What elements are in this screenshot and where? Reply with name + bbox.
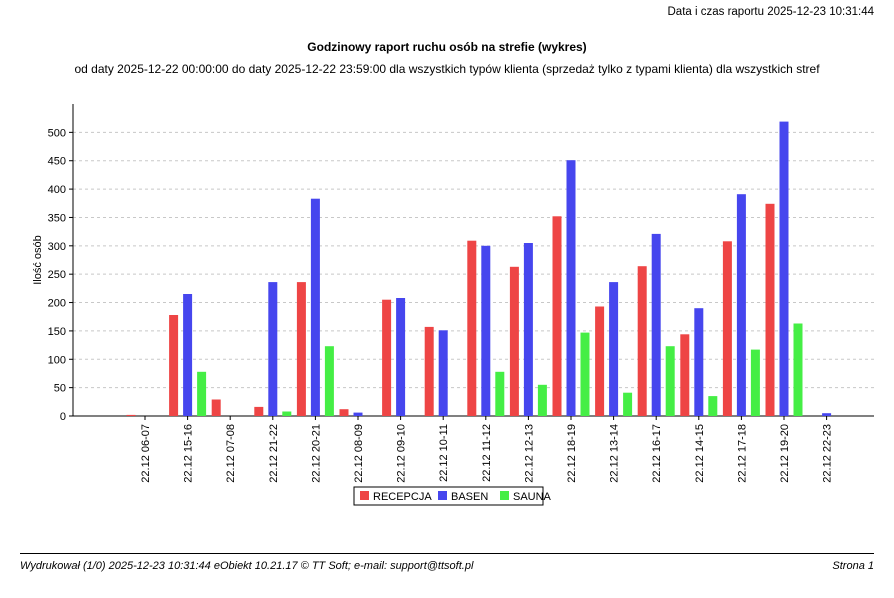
bar-sauna-14 <box>750 349 760 416</box>
bar-sauna-11 <box>623 392 633 416</box>
y-axis-label: Ilość osób <box>32 235 44 285</box>
bar-recepcja-9 <box>509 266 519 416</box>
x-tick-label: 22.12 07-08 <box>225 424 237 483</box>
bar-sauna-10 <box>580 332 590 416</box>
bar-basen-14 <box>736 194 746 416</box>
legend-swatch-recepcja <box>360 491 369 500</box>
x-tick-label: 22.12 13-14 <box>609 424 621 483</box>
bar-basen-10 <box>566 160 576 416</box>
y-tick-label: 0 <box>60 411 66 423</box>
report-subtitle: od daty 2025-12-22 00:00:00 do daty 2025… <box>74 62 820 76</box>
bar-recepcja-1 <box>169 315 179 416</box>
legend-swatch-basen <box>438 491 447 500</box>
x-tick-label: 22.12 19-20 <box>779 424 791 483</box>
y-tick-label: 350 <box>48 212 66 224</box>
bar-basen-6 <box>396 298 406 416</box>
footer-print-info: Wydrukował (1/0) 2025-12-23 10:31:44 eOb… <box>20 560 474 572</box>
bar-recepcja-4 <box>296 282 306 416</box>
bar-recepcja-10 <box>552 216 562 416</box>
report-title: Godzinowy raport ruchu osób na strefie (… <box>307 40 587 54</box>
bar-recepcja-5 <box>339 409 349 416</box>
bar-sauna-13 <box>708 396 718 416</box>
legend-label-sauna: SAUNA <box>513 491 552 503</box>
bar-basen-15 <box>779 121 789 416</box>
bar-basen-5 <box>353 412 363 416</box>
bar-sauna-12 <box>665 346 675 416</box>
bar-basen-9 <box>523 243 533 416</box>
legend-label-recepcja: RECEPCJA <box>373 491 432 503</box>
x-tick-label: 22.12 20-21 <box>310 424 322 483</box>
bar-chart: 0 50 100 150 200 250 300 350 400 450 500 Ilość osób… <box>32 104 874 506</box>
bar-recepcja-2 <box>211 399 221 416</box>
x-tick-label: 22.12 12-13 <box>523 424 535 483</box>
bar-recepcja-15 <box>765 203 775 416</box>
x-tick-label: 22.12 17-18 <box>736 424 748 483</box>
bar-recepcja-8 <box>467 240 477 416</box>
bar-basen-3 <box>268 282 278 416</box>
x-tick-label: 22.12 15-16 <box>183 424 195 483</box>
bar-recepcja-3 <box>254 406 264 416</box>
x-tick-label: 22.12 11-12 <box>481 424 493 482</box>
bar-recepcja-6 <box>382 299 392 416</box>
legend-swatch-sauna <box>500 491 509 500</box>
legend-label-basen: BASEN <box>451 491 488 503</box>
y-tick-label: 300 <box>48 241 66 253</box>
bar-recepcja-14 <box>722 241 732 416</box>
bar-basen-12 <box>651 233 661 416</box>
x-tick-label: 22.12 16-17 <box>651 424 663 483</box>
y-tick-label: 100 <box>48 354 66 366</box>
bar-recepcja-0 <box>126 414 136 416</box>
y-tick-label: 400 <box>48 184 66 196</box>
bar-recepcja-12 <box>637 266 647 416</box>
legend-box <box>353 486 544 506</box>
bar-sauna-3 <box>282 411 292 416</box>
bar-basen-4 <box>310 198 320 416</box>
y-tick-label: 200 <box>48 298 66 310</box>
bar-recepcja-13 <box>680 334 690 416</box>
bar-sauna-4 <box>324 346 334 416</box>
x-tick-label: 22.12 09-10 <box>396 424 408 483</box>
bar-basen-7 <box>438 330 448 416</box>
bar-basen-16 <box>822 413 832 416</box>
x-tick-label: 22.12 06-07 <box>140 424 152 483</box>
bar-basen-8 <box>481 245 491 416</box>
bar-sauna-15 <box>793 323 803 416</box>
x-tick-label: 22.12 10-11 <box>438 424 450 482</box>
y-tick-label: 150 <box>48 326 66 338</box>
bar-sauna-8 <box>495 371 505 416</box>
footer-page-number: Strona 1 <box>832 560 874 572</box>
bar-recepcja-11 <box>595 306 605 416</box>
x-tick-label: 22.12 18-19 <box>566 424 578 483</box>
bar-basen-13 <box>694 308 704 416</box>
x-tick-label: 22.12 21-22 <box>268 424 280 483</box>
y-tick-label: 50 <box>54 383 66 395</box>
x-tick-label: 22.12 14-15 <box>694 424 706 483</box>
y-tick-label: 450 <box>48 156 66 168</box>
bar-recepcja-7 <box>424 326 434 416</box>
footer-divider <box>20 553 874 554</box>
bar-sauna-9 <box>537 384 547 416</box>
x-tick-label: 22.12 22-23 <box>822 424 834 483</box>
report-date: Data i czas raportu 2025-12-23 10:31:44 <box>667 6 875 18</box>
bar-basen-11 <box>609 282 619 416</box>
bar-sauna-1 <box>197 371 207 416</box>
y-tick-label: 250 <box>48 269 66 281</box>
x-tick-label: 22.12 08-09 <box>353 424 365 483</box>
bar-basen-1 <box>183 294 193 416</box>
y-tick-label: 500 <box>48 127 66 139</box>
